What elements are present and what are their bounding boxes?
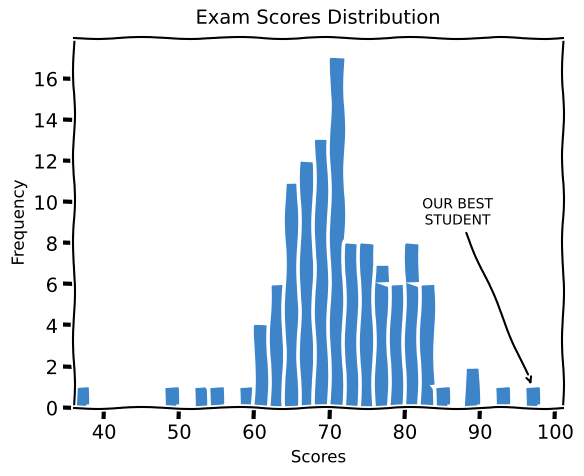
Bar — [300, 162, 315, 408]
Bar — [405, 244, 420, 408]
Bar — [315, 141, 330, 408]
Bar — [360, 244, 375, 408]
Bar — [435, 387, 450, 408]
Bar — [375, 264, 390, 408]
Bar — [330, 59, 345, 408]
Y-axis label: Frequency: Frequency — [10, 180, 27, 266]
X-axis label: Scores: Scores — [291, 448, 346, 466]
Bar — [345, 244, 360, 408]
Bar — [270, 285, 284, 408]
Bar — [420, 285, 435, 408]
Bar — [194, 387, 209, 408]
Bar — [255, 326, 270, 408]
Bar — [495, 387, 510, 408]
Bar — [525, 387, 540, 408]
Bar — [164, 387, 179, 408]
Bar — [74, 387, 89, 408]
Bar — [465, 367, 480, 408]
Bar — [239, 387, 255, 408]
Bar — [284, 182, 300, 408]
Bar — [209, 387, 224, 408]
Text: OUR BEST
STUDENT: OUR BEST STUDENT — [422, 198, 531, 383]
Bar — [390, 285, 405, 408]
Title: Exam Scores Distribution: Exam Scores Distribution — [196, 10, 442, 29]
